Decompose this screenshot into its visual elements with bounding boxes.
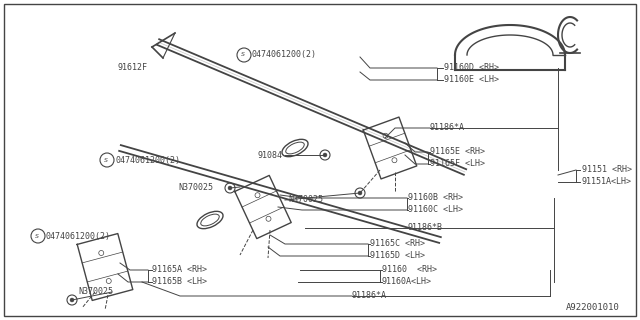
Text: 91165B <LH>: 91165B <LH> — [152, 277, 207, 286]
Text: N370025: N370025 — [178, 182, 213, 191]
Text: 91186*A: 91186*A — [352, 292, 387, 300]
Text: 91165A <RH>: 91165A <RH> — [152, 266, 207, 275]
Text: 91165E <RH>: 91165E <RH> — [430, 148, 485, 156]
Text: 91151A<LH>: 91151A<LH> — [582, 178, 632, 187]
Text: 91084: 91084 — [257, 150, 282, 159]
Text: 91160A<LH>: 91160A<LH> — [382, 277, 432, 286]
Text: 91612F: 91612F — [118, 63, 148, 73]
Text: N370025: N370025 — [78, 287, 113, 297]
Text: 91160B <RH>: 91160B <RH> — [408, 194, 463, 203]
Circle shape — [323, 153, 327, 157]
Text: S: S — [104, 157, 108, 163]
Circle shape — [70, 298, 74, 302]
Circle shape — [358, 191, 362, 195]
Text: 91186*A: 91186*A — [430, 124, 465, 132]
Text: N370025: N370025 — [288, 196, 323, 204]
Text: 91151 <RH>: 91151 <RH> — [582, 165, 632, 174]
Text: 0474061200(2): 0474061200(2) — [252, 51, 317, 60]
Text: A922001010: A922001010 — [566, 302, 620, 311]
Text: S: S — [241, 52, 245, 58]
Text: 0474061200(2): 0474061200(2) — [46, 231, 111, 241]
Text: 91160C <LH>: 91160C <LH> — [408, 205, 463, 214]
Circle shape — [228, 186, 232, 190]
Text: 91165F <LH>: 91165F <LH> — [430, 159, 485, 169]
Text: 0474061200(2): 0474061200(2) — [115, 156, 180, 164]
Text: 91160D <RH>: 91160D <RH> — [444, 63, 499, 73]
Text: S: S — [35, 234, 39, 238]
Text: 91160  <RH>: 91160 <RH> — [382, 266, 437, 275]
Text: 91160E <LH>: 91160E <LH> — [444, 76, 499, 84]
Text: 91165C <RH>: 91165C <RH> — [370, 239, 425, 249]
Text: 91165D <LH>: 91165D <LH> — [370, 252, 425, 260]
Text: 91186*B: 91186*B — [408, 223, 443, 233]
